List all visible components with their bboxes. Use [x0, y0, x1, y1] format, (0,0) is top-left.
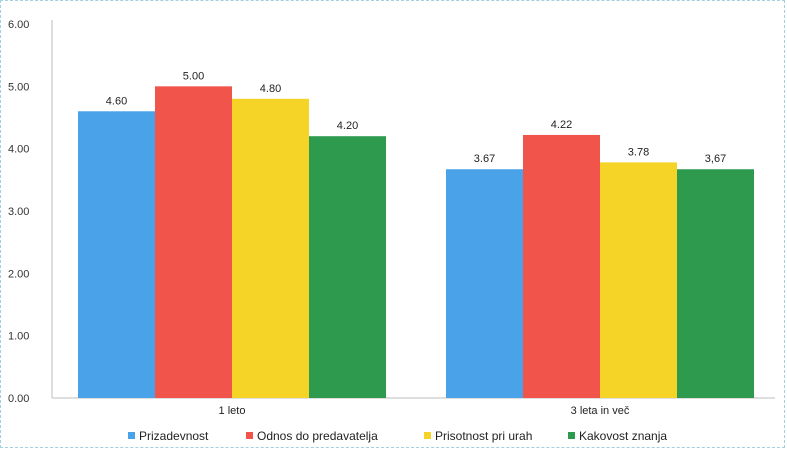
y-tick-label: 5.00: [8, 81, 29, 93]
data-label: 4.22: [551, 119, 572, 131]
legend: Prizadevnost Odnos do predavatelja Prisotn…: [128, 429, 667, 443]
x-category-label: 1 leto: [219, 405, 246, 417]
x-category-label: 3 leta in več: [571, 405, 630, 417]
bar: [523, 134, 600, 398]
legend-label: Prisotnost pri urah: [435, 429, 532, 443]
bars: [78, 86, 754, 399]
legend-swatch: [246, 432, 253, 439]
data-label: 3.78: [628, 146, 649, 158]
y-tick-label: 0.00: [8, 393, 29, 405]
data-label: 3,67: [705, 153, 726, 165]
bar: [155, 86, 232, 398]
legend-swatch: [128, 432, 135, 439]
legend-label: Prizadevnost: [139, 429, 209, 443]
legend-swatch: [568, 432, 575, 439]
y-tick-label: 2.00: [8, 268, 29, 280]
data-label: 3.67: [474, 153, 495, 165]
data-labels: 4.60 5.00 4.80 4.20 3.67 4.22 3.78 3,67: [106, 70, 726, 165]
legend-swatch: [424, 432, 431, 439]
data-label: 4.20: [337, 120, 358, 132]
y-tick-label: 1.00: [8, 331, 29, 343]
legend-label: Odnos do predavatelja: [257, 429, 378, 443]
bar: [600, 162, 677, 398]
y-tick-label: 3.00: [8, 206, 29, 218]
bar: [446, 169, 523, 398]
y-tick-label: 4.00: [8, 144, 29, 156]
data-label: 5.00: [183, 70, 204, 82]
data-label: 4.80: [260, 83, 281, 95]
data-label: 4.60: [106, 95, 127, 107]
bar: [232, 98, 309, 399]
legend-label: Kakovost znanja: [579, 429, 667, 443]
bar: [309, 136, 386, 398]
y-tick-label: 6.00: [8, 19, 29, 31]
bar: [78, 111, 155, 399]
bar: [677, 169, 754, 398]
